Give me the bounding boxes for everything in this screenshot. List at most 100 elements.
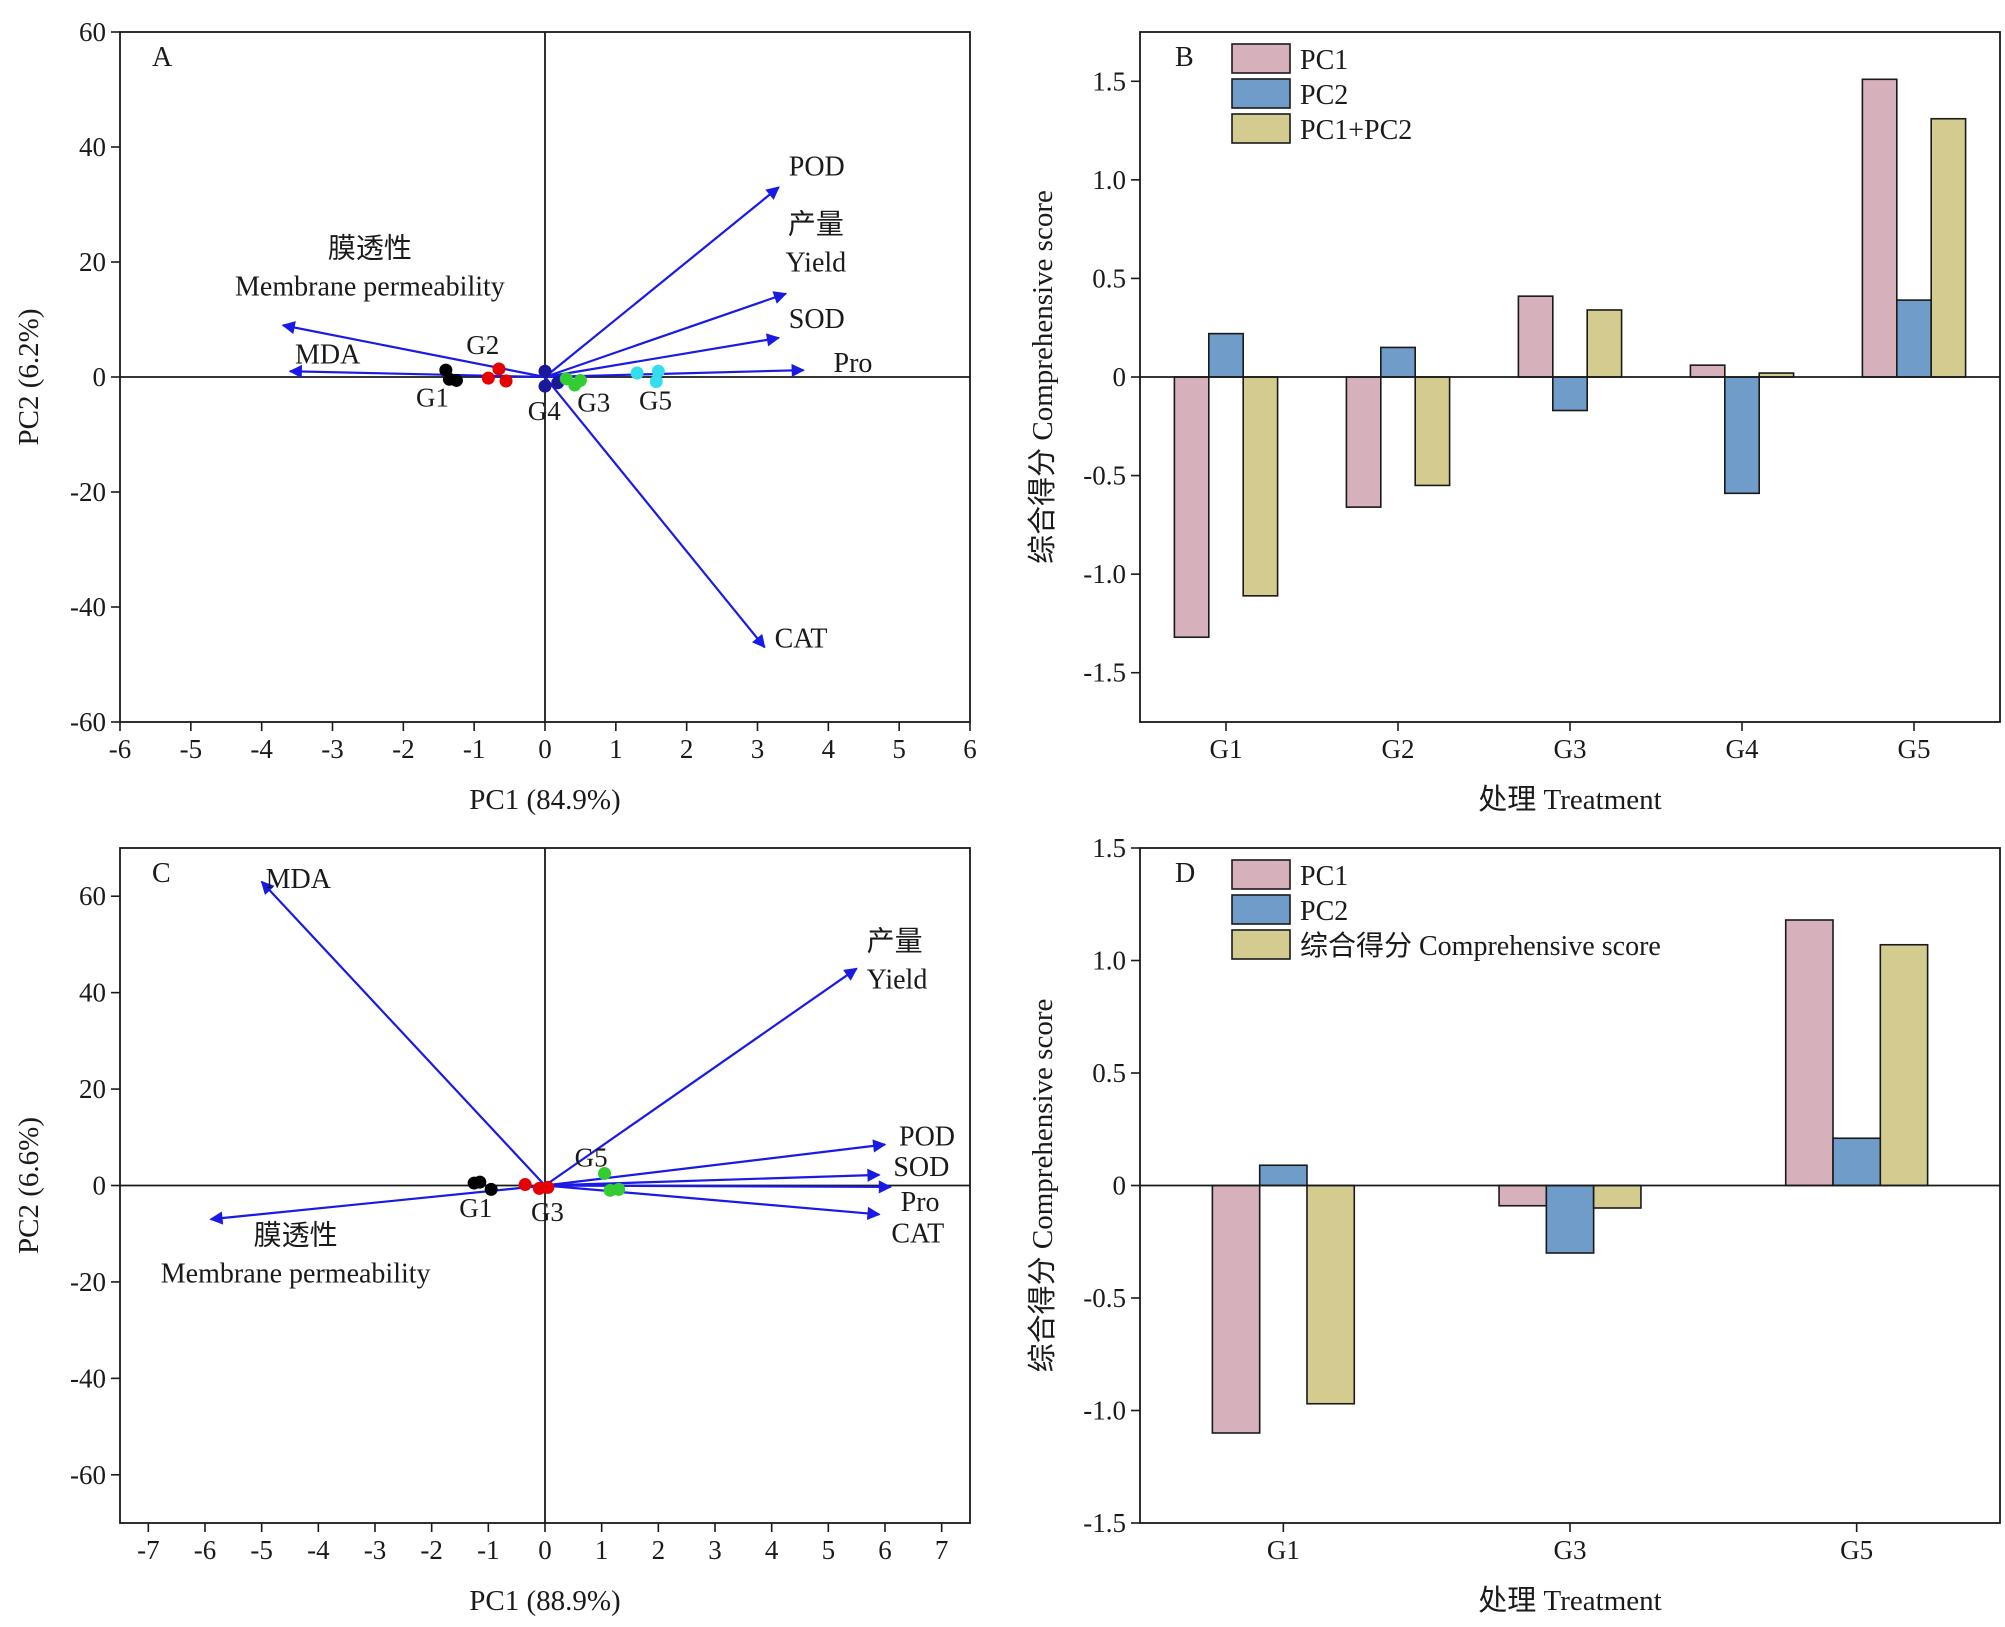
bar-g5-series-1 — [1784, 919, 1834, 1187]
legend-label-1: PC1 — [1300, 861, 1348, 892]
sample-point-g5 — [651, 364, 665, 378]
y-tick-label: -1.0 — [1083, 1396, 1126, 1426]
x-tick-label: -7 — [137, 1535, 160, 1565]
bar-g4-series-1 — [1689, 364, 1726, 378]
y-tick-label: 0 — [93, 1171, 107, 1201]
group-label-g1: G1 — [416, 383, 449, 413]
x-tick-label: 6 — [878, 1535, 892, 1565]
bar-g5-series-3 — [1930, 117, 1967, 378]
bar-g5-series-2 — [1896, 299, 1933, 378]
bar-g1-series-3 — [1242, 376, 1279, 597]
y-tick-label: 0.5 — [1092, 263, 1126, 293]
loading-label-pro: Pro — [834, 348, 873, 379]
x-tick-label: -1 — [477, 1535, 500, 1565]
legend-swatch-3 — [1231, 929, 1291, 960]
y-tick-label: -40 — [70, 592, 106, 622]
sample-point-g1 — [473, 1175, 487, 1189]
loading-label-mda: MDA — [266, 864, 332, 895]
sample-point-g4 — [538, 379, 552, 393]
x-tick-label: 6 — [963, 734, 977, 764]
y-tick-label: -60 — [70, 1460, 106, 1490]
loading-arrow-mda — [260, 880, 546, 1187]
x-tick-label: G3 — [1554, 1535, 1587, 1565]
loading-label-pro: Pro — [901, 1187, 940, 1218]
x-tick-label: 7 — [935, 1535, 949, 1565]
bar-g2-series-3 — [1414, 376, 1451, 487]
sample-point-g5 — [630, 366, 644, 380]
group-label-g3: G3 — [577, 387, 610, 417]
loading-label-cat: CAT — [891, 1218, 944, 1249]
x-tick-label: G5 — [1840, 1535, 1873, 1565]
sample-point-g5 — [612, 1182, 626, 1196]
x-tick-label: -2 — [392, 734, 415, 764]
x-tick-label: -3 — [364, 1535, 387, 1565]
y-tick-label: -40 — [70, 1363, 106, 1393]
y-axis-title: PC2 (6.2%) — [13, 309, 45, 446]
loading-arrow-sod — [544, 333, 781, 379]
bar-g3-series-3 — [1586, 309, 1623, 378]
y-tick-label: 40 — [79, 132, 106, 162]
loading-label-yield: Yield — [785, 248, 846, 279]
x-tick-label: 3 — [751, 734, 765, 764]
loading-label-pod: POD — [899, 1122, 955, 1153]
legend-label-1: PC1 — [1300, 45, 1348, 76]
group-label-g5: G5 — [639, 385, 672, 415]
bar-g1-series-1 — [1211, 1184, 1261, 1434]
bar-g1-series-1 — [1173, 376, 1210, 639]
loading-label-cat: CAT — [775, 623, 828, 654]
x-tick-label: -1 — [463, 734, 486, 764]
legend-label-3: PC1+PC2 — [1300, 115, 1412, 146]
y-tick-label: 40 — [79, 978, 106, 1008]
loading-label-yield-zh: 产量 — [788, 209, 844, 241]
loading-arrow-sod — [544, 1168, 881, 1187]
sample-point-g2 — [492, 362, 506, 376]
x-tick-label: -6 — [109, 734, 132, 764]
y-axis-title: 综合得分 Comprehensive score — [1026, 999, 1059, 1373]
group-label-g5: G5 — [575, 1142, 608, 1172]
x-tick-label: -6 — [194, 1535, 217, 1565]
x-tick-label: 5 — [822, 1535, 836, 1565]
y-tick-label: -1.5 — [1083, 658, 1126, 688]
y-tick-label: 1.5 — [1092, 833, 1126, 863]
group-label-g3: G3 — [531, 1197, 564, 1227]
y-tick-label: 20 — [79, 247, 106, 277]
bar-g5-series-2 — [1832, 1137, 1882, 1187]
x-axis-title: PC1 (88.9%) — [469, 1585, 620, 1617]
x-tick-label: -3 — [321, 734, 344, 764]
loading-arrow-yield — [544, 291, 788, 379]
loading-arrow-cat — [544, 1184, 881, 1220]
y-axis-title: PC2 (6.6%) — [13, 1117, 45, 1254]
loading-label-yield: Yield — [867, 965, 928, 996]
y-tick-label: 20 — [79, 1074, 106, 1104]
y-tick-label: 60 — [79, 17, 106, 47]
loading-arrow-yield — [544, 967, 858, 1187]
sample-point-g3 — [573, 373, 587, 387]
y-tick-label: -0.5 — [1083, 1283, 1126, 1313]
loading-arrow-pro — [544, 1180, 892, 1194]
loading-label-mda: MDA — [295, 339, 361, 370]
loading-arrow-cat — [544, 376, 766, 649]
loading-arrow-pod — [544, 186, 780, 378]
x-tick-label: G4 — [1726, 734, 1759, 764]
bar-g5-series-1 — [1861, 78, 1898, 378]
legend-swatch-2 — [1231, 894, 1291, 925]
y-tick-label: 0 — [1113, 362, 1127, 392]
legend-label-2: PC2 — [1300, 80, 1348, 111]
legend-swatch-1 — [1231, 43, 1291, 74]
panel-d: -1.5 -1.0 -0.5 0 0.5 1.0 1.5 G1 G3 G5 处理 Treatment… — [1026, 833, 2001, 1617]
x-tick-label: 1 — [595, 1535, 609, 1565]
x-tick-label: G1 — [1267, 1535, 1300, 1565]
y-tick-label: 0 — [93, 362, 107, 392]
x-tick-label: 0 — [538, 1535, 552, 1565]
y-tick-label: -20 — [70, 477, 106, 507]
group-label-g2: G2 — [466, 330, 499, 360]
x-tick-label: 0 — [538, 734, 552, 764]
x-tick-label: -4 — [307, 1535, 330, 1565]
panel-letter: B — [1175, 42, 1194, 73]
y-tick-label: 60 — [79, 881, 106, 911]
x-tick-label: -2 — [420, 1535, 443, 1565]
panel-a: -6 -5 -4 -3 -2 -1 0 1 2 3 4 5 6 -60 -40 -20 0 20 40 60 PC1 (… — [13, 17, 977, 816]
y-tick-label: 0.5 — [1092, 1058, 1126, 1088]
loading-label-membrane-zh: 膜透性 — [328, 232, 412, 264]
sample-point-g5 — [598, 1166, 611, 1180]
